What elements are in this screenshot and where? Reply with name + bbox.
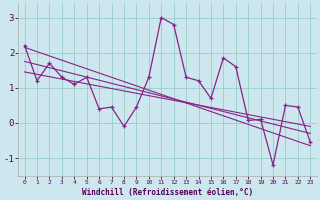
X-axis label: Windchill (Refroidissement éolien,°C): Windchill (Refroidissement éolien,°C) bbox=[82, 188, 253, 197]
